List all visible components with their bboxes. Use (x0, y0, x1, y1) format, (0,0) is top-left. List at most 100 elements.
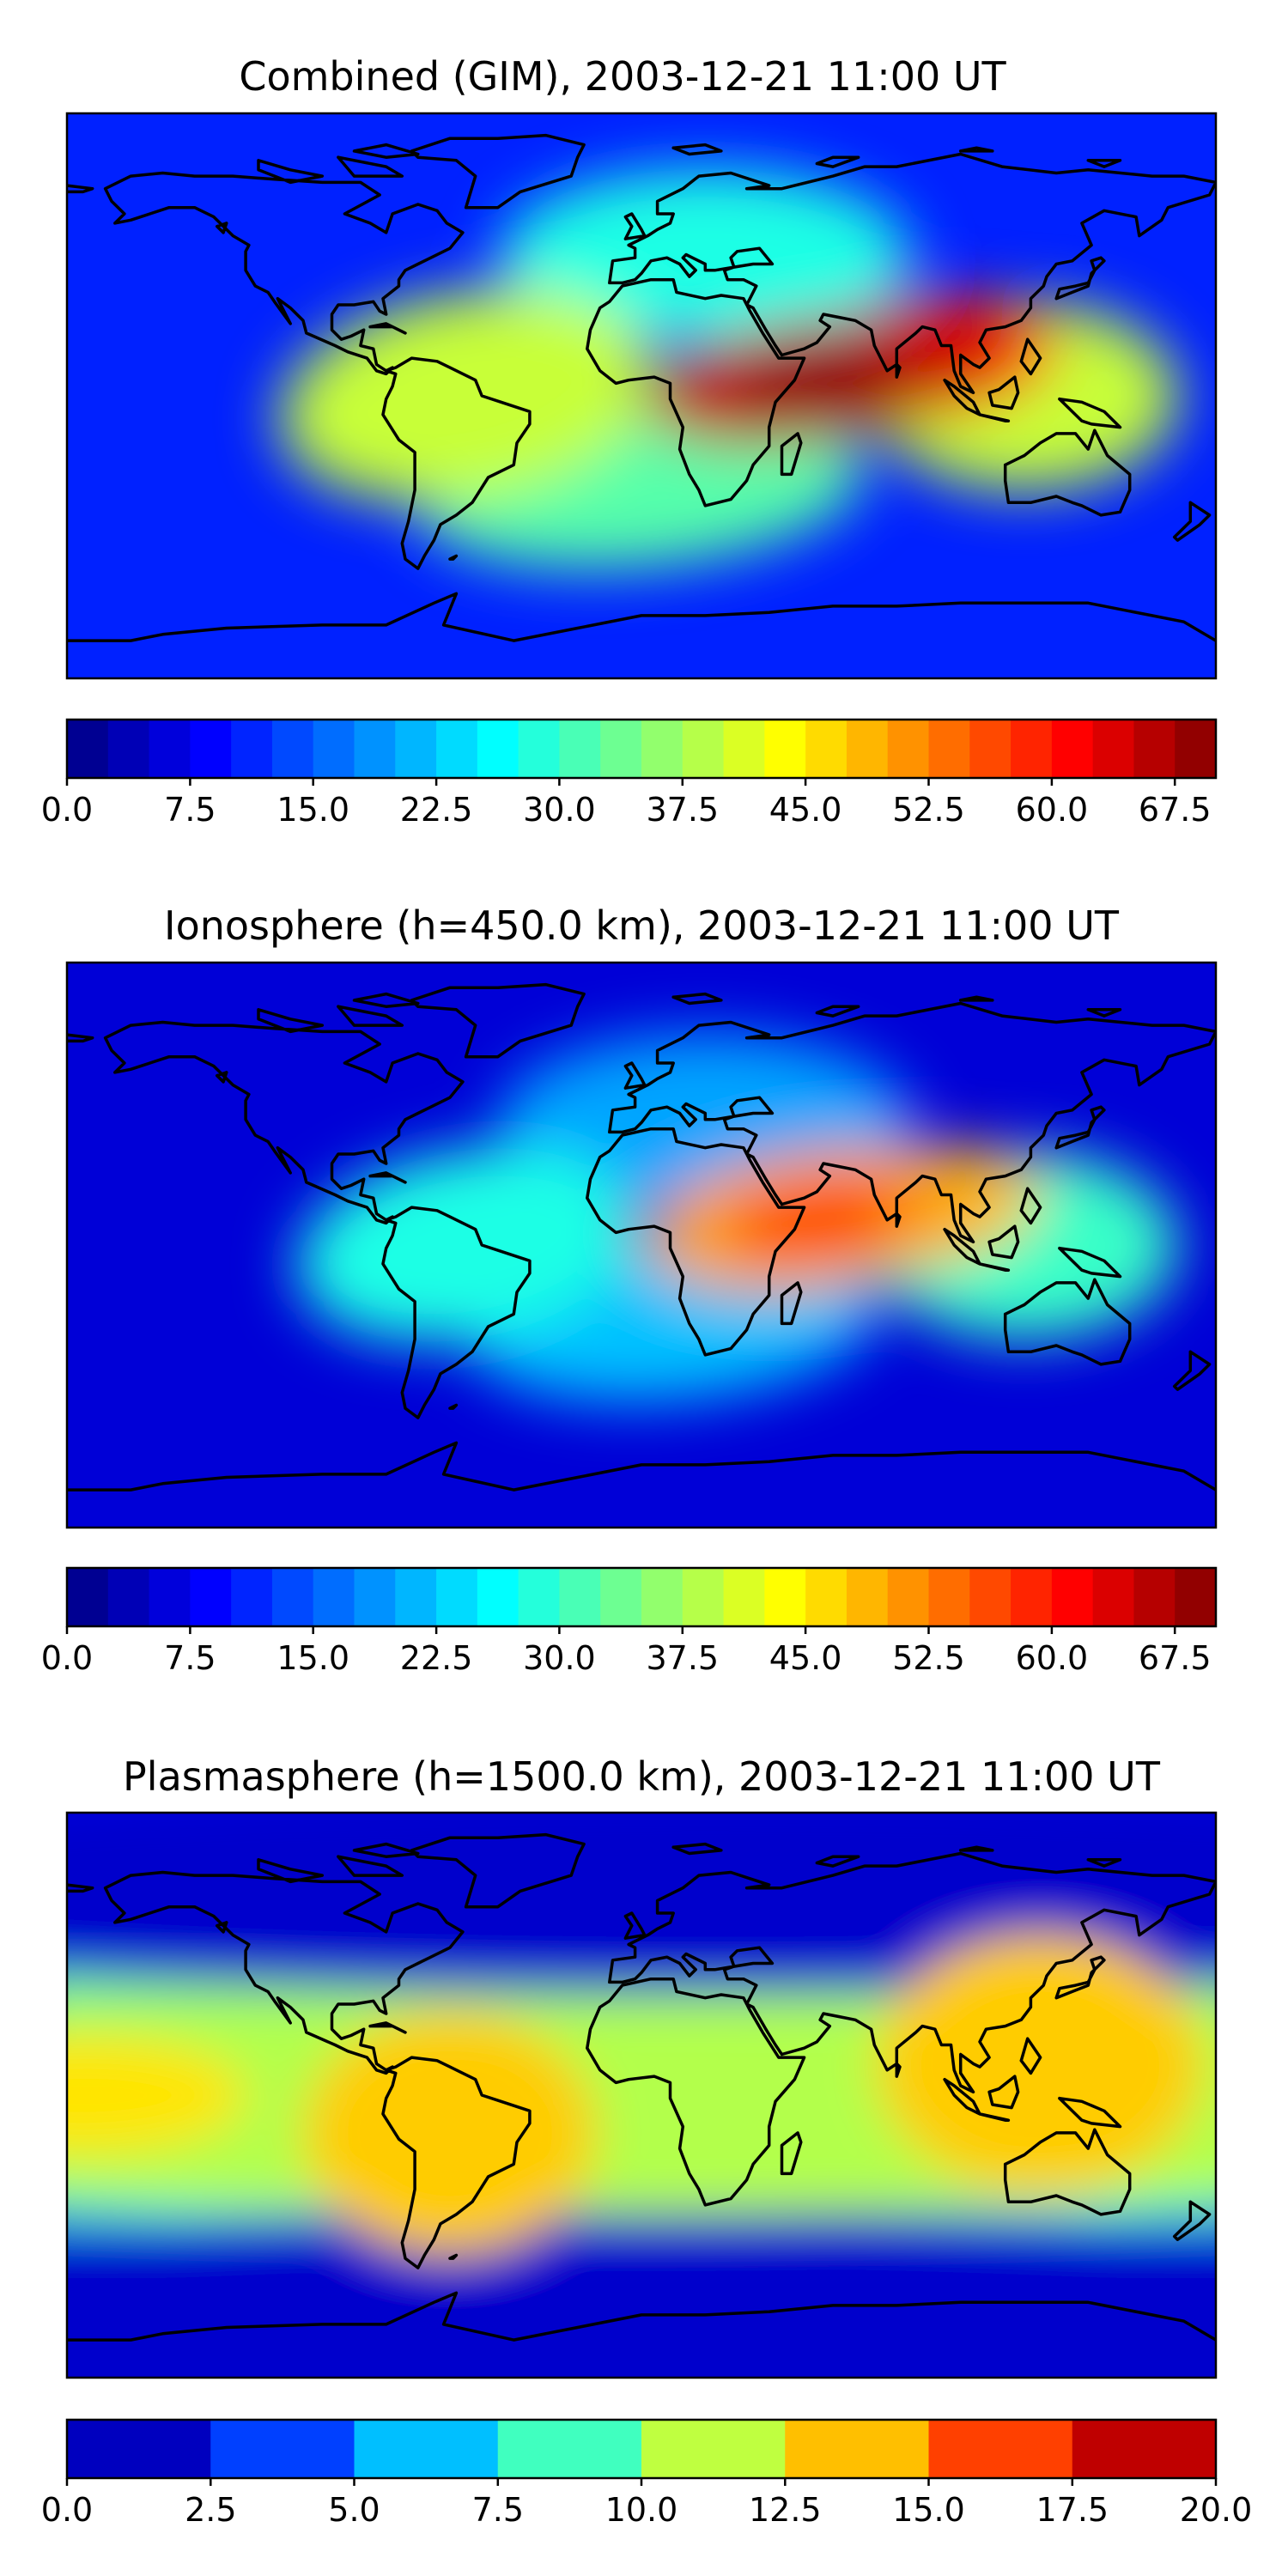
map-fill (67, 113, 1216, 678)
colorbar-level (928, 1568, 970, 1626)
colorbar-level (1175, 720, 1217, 778)
map-frame (65, 112, 1218, 680)
colorbar-level (354, 1568, 396, 1626)
colorbar-level (1133, 720, 1176, 778)
colorbar-level (764, 1568, 806, 1626)
colorbar-level (518, 1568, 561, 1626)
panel-title: Ionosphere (h=450.0 km), 2003-12-21 11:0… (164, 902, 1120, 949)
tec-feature (499, 168, 912, 341)
colorbar-tick-label: 7.5 (164, 791, 216, 829)
colorbar-tick-label: 30.0 (523, 1639, 596, 1677)
colorbar-level (641, 1568, 683, 1626)
colorbar-tick-label: 7.5 (472, 2491, 524, 2529)
colorbar-tick-label: 17.5 (1036, 2491, 1109, 2529)
colorbar-level (928, 2420, 1073, 2478)
colorbar-level (928, 720, 970, 778)
tec-feature-core (723, 347, 911, 413)
colorbar-level (764, 720, 806, 778)
colorbar-tick-label: 0.0 (41, 791, 93, 829)
colorbar-level (805, 720, 848, 778)
tec-feature (67, 2210, 1216, 2378)
colorbar-tick-label: 37.5 (646, 1639, 719, 1677)
colorbar-level (354, 2420, 499, 2478)
colorbar-level (107, 720, 150, 778)
colorbar-tick-label: 15.0 (276, 1639, 349, 1677)
colorbar: 0.0 7.5 15.0 22.5 30.0 37.5 45.0 52.5 60.0 67.5 (41, 1566, 1218, 1677)
tec-feature (67, 2035, 246, 2155)
colorbar-level (67, 720, 109, 778)
colorbar-level (1051, 720, 1094, 778)
colorbar-tick-label: 10.0 (605, 2491, 678, 2529)
colorbar-level (1092, 1568, 1135, 1626)
colorbar-level (682, 1568, 725, 1626)
colorbar-level (723, 720, 765, 778)
colorbar-tick-label: 60.0 (1016, 1639, 1089, 1677)
map-fill (67, 963, 1216, 1528)
panel-title: Combined (GIM), 2003-12-21 11:00 UT (239, 53, 1006, 100)
colorbar-level (641, 720, 683, 778)
colorbar-level (887, 720, 930, 778)
colorbar-level (231, 1568, 273, 1626)
map-frame (65, 961, 1218, 1529)
colorbar-level (559, 720, 601, 778)
colorbar-tick-label: 0.0 (41, 1639, 93, 1677)
colorbar-level (641, 2420, 786, 2478)
colorbar-tick-label: 2.5 (185, 2491, 236, 2529)
colorbar-level (1175, 1568, 1217, 1626)
map-frame (65, 1811, 1218, 2379)
tec-feature (295, 1147, 636, 1343)
colorbar-level (313, 1568, 355, 1626)
colorbar-level (190, 720, 232, 778)
coastline (67, 982, 1216, 1492)
colorbar-level (497, 2420, 642, 2478)
tec-feature (304, 2012, 596, 2253)
colorbar-level (1011, 720, 1053, 778)
colorbar-level (600, 720, 642, 778)
colorbar-tick-label: 7.5 (164, 1639, 216, 1677)
colorbar-level (846, 1568, 889, 1626)
colorbar-level (1072, 2420, 1217, 2478)
colorbar: 0.0 7.5 15.0 22.5 30.0 37.5 45.0 52.5 60.0 67.5 (41, 718, 1218, 829)
colorbar-level (436, 720, 478, 778)
colorbar-level (846, 720, 889, 778)
panel-combined: Combined (GIM), 2003-12-21 11:00 UT 0.0 7… (41, 53, 1218, 829)
colorbar-frame (65, 1566, 1218, 1628)
colorbar-level (271, 720, 314, 778)
colorbar-level (271, 1568, 314, 1626)
colorbar-level (1092, 720, 1135, 778)
colorbar-level (969, 1568, 1012, 1626)
colorbar-tick-label: 52.5 (892, 1639, 965, 1677)
tec-feature (877, 1935, 1204, 2193)
colorbar-tick-label: 0.0 (41, 2491, 93, 2529)
colorbar-level (785, 2420, 930, 2478)
coastline (67, 133, 1216, 642)
colorbar-tick-label: 12.5 (749, 2491, 822, 2529)
colorbar-tick-label: 22.5 (400, 1639, 473, 1677)
colorbar-tick-label: 15.0 (276, 791, 349, 829)
colorbar-level (518, 720, 561, 778)
panel-ionosphere: Ionosphere (h=450.0 km), 2003-12-21 11:0… (41, 902, 1218, 1677)
colorbar: 0.0 2.5 5.0 7.5 10.0 12.5 15.0 17.5 20.0 (41, 2418, 1253, 2529)
tec-feature (67, 1813, 1216, 1995)
colorbar-frame (65, 718, 1218, 780)
colorbar-tick-label: 60.0 (1016, 791, 1089, 829)
coastline (67, 1832, 1216, 2342)
colorbar-level (67, 2420, 211, 2478)
colorbar-level (969, 720, 1012, 778)
colorbar-level (1051, 1568, 1094, 1626)
colorbar-tick-label: 67.5 (1139, 791, 1212, 829)
colorbar-level (190, 1568, 232, 1626)
colorbar-tick-label: 30.0 (523, 791, 596, 829)
colorbar-tick-label: 20.0 (1180, 2491, 1253, 2529)
colorbar-level (682, 720, 725, 778)
colorbar-level (1133, 1568, 1176, 1626)
colorbar-level (67, 1568, 109, 1626)
tec-feature (278, 289, 653, 503)
colorbar-level (805, 1568, 848, 1626)
colorbar-tick-label: 5.0 (328, 2491, 380, 2529)
tec-feature-core (723, 1183, 911, 1257)
colorbar-tick-label: 37.5 (646, 791, 719, 829)
colorbar-level (313, 720, 355, 778)
colorbar-level (149, 720, 191, 778)
